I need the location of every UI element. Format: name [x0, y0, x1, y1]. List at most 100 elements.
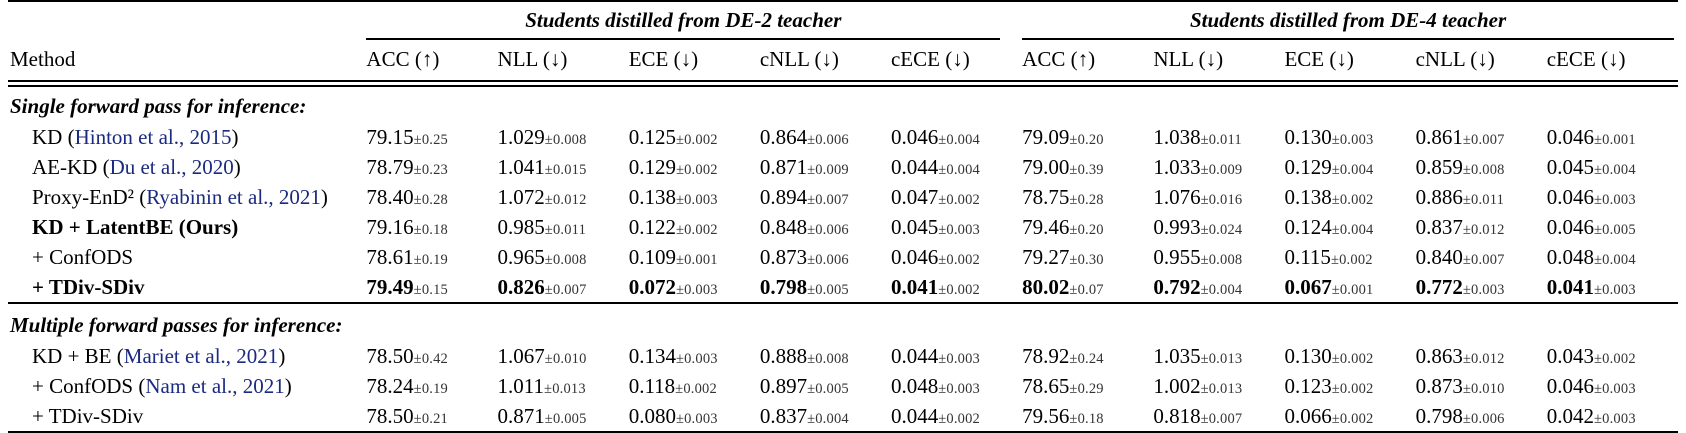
method-label: AE-KD (	[32, 154, 110, 179]
metric-value: 1.033	[1153, 154, 1201, 179]
metric-cell: 0.129±0.004	[1284, 152, 1415, 182]
metric-cell: 0.871±0.009	[760, 152, 891, 182]
metric-cell: 0.125±0.002	[629, 122, 760, 152]
metric-uncertainty: ±0.006	[807, 251, 849, 268]
method-label: + ConfODS	[32, 244, 134, 269]
metric-uncertainty: ±0.007	[1462, 131, 1505, 148]
metric-value: 1.029	[497, 124, 545, 149]
citation-link[interactable]: Mariet et al., 2021	[123, 343, 279, 368]
metric-cell: 0.046±0.003	[1547, 371, 1678, 401]
column-header-nll-de4: NLL (↓)	[1153, 47, 1224, 71]
metric-value: 79.56	[1022, 403, 1070, 428]
group-header-de2: Students distilled from DE-2 teacher	[366, 1, 1022, 40]
metric-uncertainty: ±0.001	[675, 251, 718, 268]
metric-uncertainty: ±0.013	[544, 380, 586, 397]
metric-value: 0.818	[1153, 403, 1201, 428]
metric-value: 1.067	[497, 343, 545, 368]
metric-value: 80.02	[1022, 274, 1070, 299]
metric-uncertainty: ±0.24	[1069, 350, 1104, 367]
metric-cell: 0.894±0.007	[760, 182, 891, 212]
metric-cell: 78.50±0.21	[366, 401, 497, 432]
metric-cell: 80.02±0.07	[1022, 272, 1153, 303]
metric-value: 0.115	[1284, 244, 1331, 269]
metric-cell: 0.080±0.003	[629, 401, 760, 432]
metric-value: 78.79	[366, 154, 414, 179]
metric-value: 1.011	[497, 373, 545, 398]
metric-value: 0.138	[1284, 184, 1332, 209]
metric-cell: 78.65±0.29	[1022, 371, 1153, 401]
section-label-row: Single forward pass for inference:	[8, 86, 1678, 122]
metric-value: 0.861	[1415, 124, 1463, 149]
table-body: Single forward pass for inference: KD (Hi…	[8, 86, 1678, 433]
metric-value: 78.61	[366, 244, 414, 269]
metric-cell: 79.00±0.39	[1022, 152, 1153, 182]
metric-cell: 79.15±0.25	[366, 122, 497, 152]
metric-cell: 0.115±0.002	[1284, 242, 1415, 272]
metric-value: 0.044	[890, 154, 939, 179]
table-row: KD (Hinton et al., 2015) 79.15±0.25 1.029±…	[8, 122, 1678, 152]
metric-uncertainty: ±0.003	[1593, 281, 1636, 298]
metric-value: 0.109	[628, 244, 676, 269]
metric-value: 0.044	[890, 343, 939, 368]
metric-uncertainty: ±0.002	[675, 161, 718, 178]
citation-link[interactable]: Nam et al., 2021	[145, 373, 285, 398]
metric-uncertainty: ±0.004	[938, 131, 981, 148]
metric-cell: 1.041±0.015	[498, 152, 629, 182]
metric-uncertainty: ±0.19	[413, 380, 448, 397]
metric-value: 0.130	[1284, 343, 1332, 368]
metric-value: 0.840	[1415, 244, 1463, 269]
metric-uncertainty: ±0.003	[1593, 191, 1636, 208]
metric-cell: 1.076±0.016	[1153, 182, 1284, 212]
metric-uncertainty: ±0.18	[1069, 410, 1104, 427]
metric-value: 0.965	[497, 244, 545, 269]
method-label-suffix: )	[231, 124, 239, 149]
citation-link[interactable]: Ryabinin et al., 2021	[146, 184, 321, 209]
metric-cell: 0.861±0.007	[1416, 122, 1547, 152]
metric-value: 79.16	[366, 214, 414, 239]
group-title-de4: Students distilled from DE-4 teacher	[1189, 8, 1507, 32]
metric-value: 0.848	[759, 214, 808, 239]
metric-value: 78.75	[1022, 184, 1070, 209]
metric-uncertainty: ±0.007	[1462, 251, 1505, 268]
metric-value: 79.00	[1022, 154, 1070, 179]
metric-uncertainty: ±0.002	[938, 410, 981, 427]
metric-uncertainty: ±0.003	[938, 350, 981, 367]
method-label: KD + BE (	[32, 343, 124, 368]
metric-cell: 0.046±0.002	[891, 242, 1022, 272]
metric-value: 0.066	[1284, 403, 1332, 428]
metric-uncertainty: ±0.007	[1200, 410, 1243, 427]
metric-value: 0.871	[497, 403, 545, 428]
method-cell: + ConfODS	[8, 242, 366, 272]
header-double-rule	[8, 80, 1678, 87]
metric-uncertainty: ±0.20	[1069, 221, 1104, 238]
metric-uncertainty: ±0.003	[1593, 380, 1636, 397]
method-cell: KD + BE (Mariet et al., 2021)	[8, 341, 366, 371]
table-row: KD + BE (Mariet et al., 2021) 78.50±0.42 1…	[8, 341, 1678, 371]
metric-uncertainty: ±0.30	[1069, 251, 1104, 268]
metric-value: 0.138	[628, 184, 676, 209]
metric-uncertainty: ±0.015	[544, 161, 587, 178]
metric-value: 0.080	[628, 403, 676, 428]
metric-cell: 0.048±0.003	[891, 371, 1022, 401]
metric-uncertainty: ±0.002	[938, 281, 981, 298]
method-cell: AE-KD (Du et al., 2020)	[8, 152, 366, 182]
metric-uncertainty: ±0.006	[1462, 410, 1505, 427]
metric-uncertainty: ±0.004	[1593, 251, 1636, 268]
metric-uncertainty: ±0.008	[1462, 161, 1505, 178]
citation-link[interactable]: Du et al., 2020	[109, 154, 234, 179]
metric-cell: 0.965±0.008	[498, 242, 629, 272]
group-header-spacer	[8, 1, 366, 40]
metric-uncertainty: ±0.28	[1069, 191, 1104, 208]
metric-uncertainty: ±0.011	[1462, 191, 1505, 208]
metric-uncertainty: ±0.013	[1200, 350, 1243, 367]
metric-cell: 1.072±0.012	[498, 182, 629, 212]
metric-value: 79.49	[366, 274, 414, 299]
column-header-ece-de2: ECE (↓)	[628, 47, 699, 71]
method-label: + ConfODS (	[32, 373, 146, 398]
method-label: + TDiv-SDiv	[32, 274, 145, 299]
metric-cell: 0.043±0.002	[1547, 341, 1678, 371]
method-label-suffix: )	[320, 184, 328, 209]
citation-link[interactable]: Hinton et al., 2015	[74, 124, 232, 149]
group-title-de2: Students distilled from DE-2 teacher	[525, 8, 842, 32]
metric-value: 79.15	[366, 124, 414, 149]
